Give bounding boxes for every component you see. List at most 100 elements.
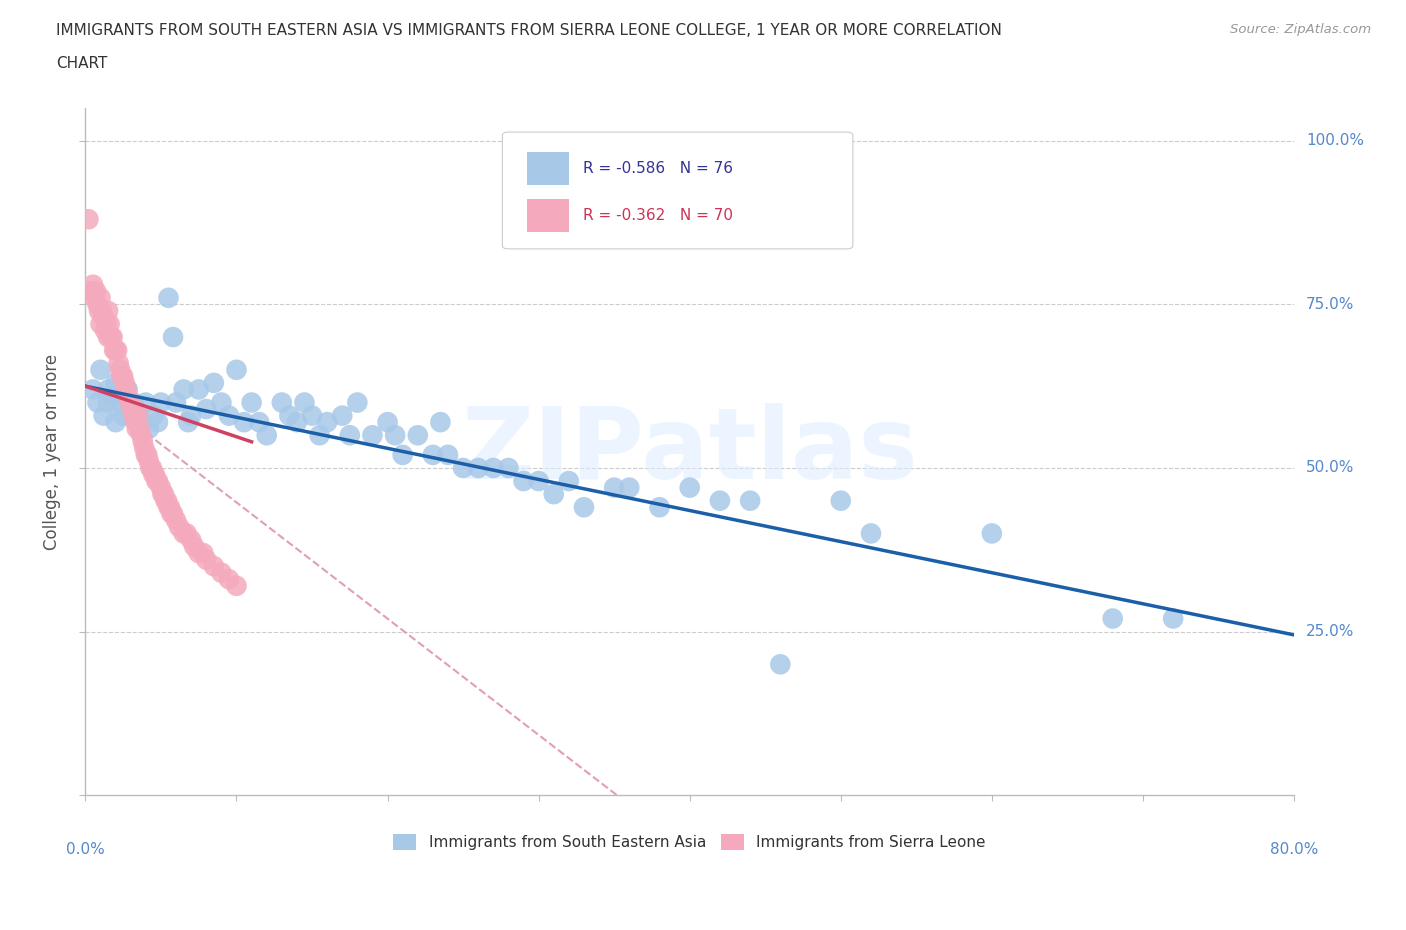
- Point: [83, 290, 105, 305]
- Point: [187, 546, 209, 561]
- Point: [142, 467, 165, 482]
- Point: [97, 382, 120, 397]
- Point: [96, 316, 118, 331]
- Point: [980, 526, 1002, 541]
- Point: [167, 520, 190, 535]
- Point: [105, 343, 128, 358]
- FancyBboxPatch shape: [527, 199, 569, 232]
- Point: [101, 389, 124, 404]
- Point: [361, 428, 384, 443]
- Point: [709, 493, 731, 508]
- Point: [512, 473, 534, 488]
- Point: [193, 546, 215, 561]
- Point: [240, 395, 263, 410]
- Point: [384, 428, 406, 443]
- Point: [115, 382, 138, 397]
- Point: [218, 408, 240, 423]
- Point: [87, 303, 110, 318]
- Point: [572, 499, 595, 514]
- Point: [107, 395, 129, 410]
- Point: [155, 493, 177, 508]
- Point: [142, 408, 165, 423]
- Text: 75.0%: 75.0%: [1306, 297, 1354, 312]
- Point: [301, 408, 323, 423]
- Point: [467, 460, 489, 475]
- Point: [391, 447, 413, 462]
- Point: [740, 493, 762, 508]
- Point: [159, 499, 181, 514]
- Point: [152, 486, 174, 501]
- Point: [527, 473, 550, 488]
- Point: [100, 329, 122, 344]
- Point: [122, 395, 145, 410]
- Text: R = -0.362   N = 70: R = -0.362 N = 70: [583, 208, 734, 223]
- Point: [603, 480, 626, 495]
- Point: [406, 428, 429, 443]
- Point: [451, 460, 474, 475]
- Point: [120, 402, 142, 417]
- Point: [138, 421, 160, 436]
- Point: [165, 513, 187, 528]
- Point: [107, 356, 129, 371]
- Point: [377, 415, 399, 430]
- Point: [1161, 611, 1184, 626]
- Point: [346, 395, 368, 410]
- Point: [195, 552, 218, 567]
- Point: [93, 408, 115, 423]
- Point: [101, 329, 124, 344]
- Point: [339, 428, 361, 443]
- Point: [79, 284, 101, 299]
- Point: [316, 415, 339, 430]
- Point: [117, 389, 139, 404]
- Point: [859, 526, 882, 541]
- Point: [558, 473, 581, 488]
- Point: [157, 499, 180, 514]
- Point: [195, 402, 218, 417]
- Point: [146, 473, 169, 488]
- Point: [112, 408, 135, 423]
- Point: [86, 297, 108, 312]
- Point: [141, 460, 163, 475]
- Point: [162, 329, 184, 344]
- Point: [233, 415, 256, 430]
- Point: [769, 657, 792, 671]
- Point: [330, 408, 353, 423]
- Point: [278, 408, 301, 423]
- Point: [157, 290, 180, 305]
- Point: [648, 499, 671, 514]
- Point: [82, 277, 104, 292]
- Point: [256, 428, 278, 443]
- Point: [125, 421, 148, 436]
- Point: [429, 415, 451, 430]
- Point: [97, 395, 120, 410]
- Point: [97, 303, 120, 318]
- Point: [93, 310, 115, 325]
- Point: [122, 408, 145, 423]
- Point: [180, 533, 202, 548]
- Point: [94, 323, 117, 338]
- Point: [143, 467, 166, 482]
- Point: [498, 460, 520, 475]
- Point: [177, 415, 200, 430]
- Point: [156, 493, 179, 508]
- Point: [90, 363, 112, 378]
- Point: [180, 408, 202, 423]
- Point: [84, 284, 107, 299]
- Point: [117, 382, 139, 397]
- Point: [138, 454, 160, 469]
- Point: [134, 441, 156, 456]
- Point: [294, 395, 316, 410]
- Point: [131, 428, 153, 443]
- Point: [162, 506, 184, 521]
- Point: [1101, 611, 1123, 626]
- Point: [104, 376, 127, 391]
- Point: [146, 415, 169, 430]
- Text: 50.0%: 50.0%: [1306, 460, 1354, 475]
- Point: [149, 395, 172, 410]
- Point: [187, 382, 209, 397]
- Legend: Immigrants from South Eastern Asia, Immigrants from Sierra Leone: Immigrants from South Eastern Asia, Immi…: [388, 828, 993, 857]
- Point: [218, 572, 240, 587]
- Point: [120, 395, 142, 410]
- Point: [104, 343, 127, 358]
- Point: [173, 382, 195, 397]
